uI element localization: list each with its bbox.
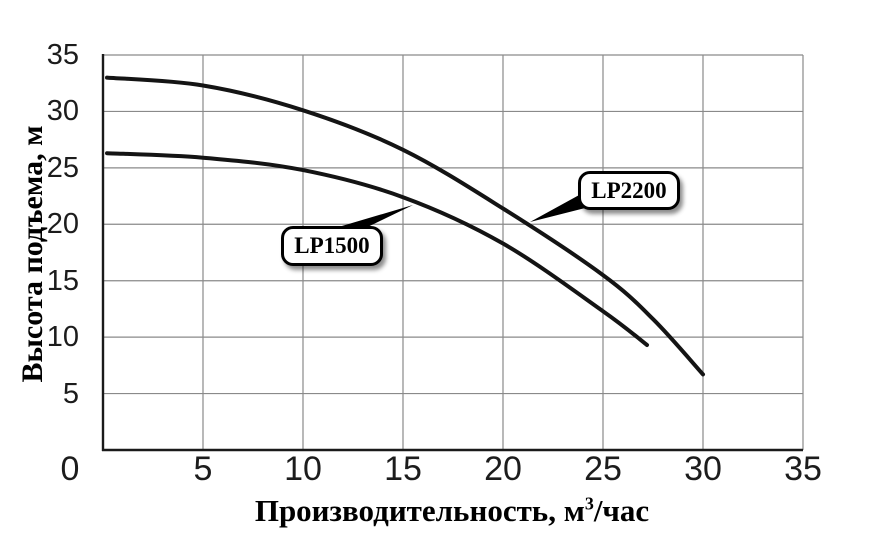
y-tick-label-10: 10 [46, 321, 79, 354]
y-tick-label-30: 30 [46, 95, 79, 128]
y-axis-title: Высота подъема, м [16, 125, 49, 383]
x-axis-title-unit: /час [593, 493, 650, 528]
y-tick-label-5: 5 [62, 377, 79, 410]
x-tick-label-5: 5 [193, 450, 213, 488]
x-axis-title: Производительность, м3/час [152, 492, 752, 532]
x-axis-title-text: Производительность, м [254, 493, 585, 528]
y-tick-label-35: 35 [46, 39, 79, 71]
callout-label-lp2200: LP2200 [578, 171, 680, 210]
x-tick-label-30: 30 [684, 450, 722, 488]
x-tick-label-10: 10 [284, 450, 322, 488]
x-axis-title-superscript: 3 [584, 493, 594, 514]
y-tick-label-15: 15 [46, 264, 79, 297]
y-tick-label-25: 25 [46, 151, 79, 184]
x-tick-label-20: 20 [484, 450, 522, 488]
callout-label-lp1500: LP1500 [281, 226, 383, 266]
y-tick-label-20: 20 [46, 208, 79, 241]
x-tick-label-35: 35 [784, 450, 822, 488]
x-tick-label-0: 0 [60, 450, 80, 488]
x-tick-label-15: 15 [384, 450, 422, 488]
curve-lp2200 [105, 75, 705, 377]
x-tick-label-25: 25 [584, 450, 622, 488]
curve-lp1500 [105, 151, 649, 347]
